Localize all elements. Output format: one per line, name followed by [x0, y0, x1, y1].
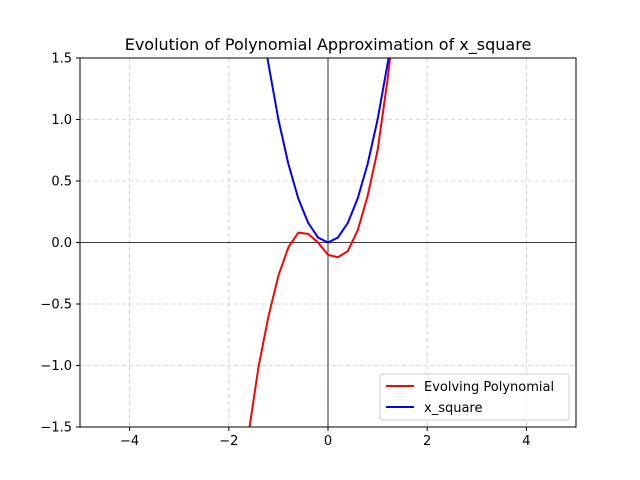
legend: Evolving Polynomial x_square — [379, 373, 570, 421]
series-line-x-square — [266, 58, 390, 244]
x-tick-label: −4 — [120, 434, 139, 449]
y-tick-label: −0.5 — [40, 298, 72, 313]
x-tick-label: 0 — [324, 434, 332, 449]
legend-box — [379, 373, 570, 421]
y-tick-label: 1.5 — [51, 52, 72, 67]
y-tick-label: 0.5 — [51, 175, 72, 190]
x-tick-label: 4 — [522, 434, 530, 449]
series-line-evolving-polynomial — [248, 58, 392, 427]
chart-title: Evolution of Polynomial Approximation of… — [125, 35, 532, 55]
y-tick-label: −1.5 — [40, 421, 72, 436]
x-tick-label: 2 — [423, 434, 431, 449]
y-tick-label: 0.0 — [51, 236, 72, 251]
legend-label-evolving-polynomial: Evolving Polynomial — [424, 380, 554, 395]
x-tick-label: −2 — [219, 434, 238, 449]
legend-label-x-square: x_square — [424, 401, 482, 416]
y-tick-label: −1.0 — [40, 359, 72, 374]
y-tick-label: 1.0 — [51, 113, 72, 128]
series-lines — [248, 58, 392, 427]
axis-ticks: −4 −2 0 2 4 −1.5 −1.0 −0.5 0.0 0.5 1.0 1.5 — [40, 52, 530, 450]
